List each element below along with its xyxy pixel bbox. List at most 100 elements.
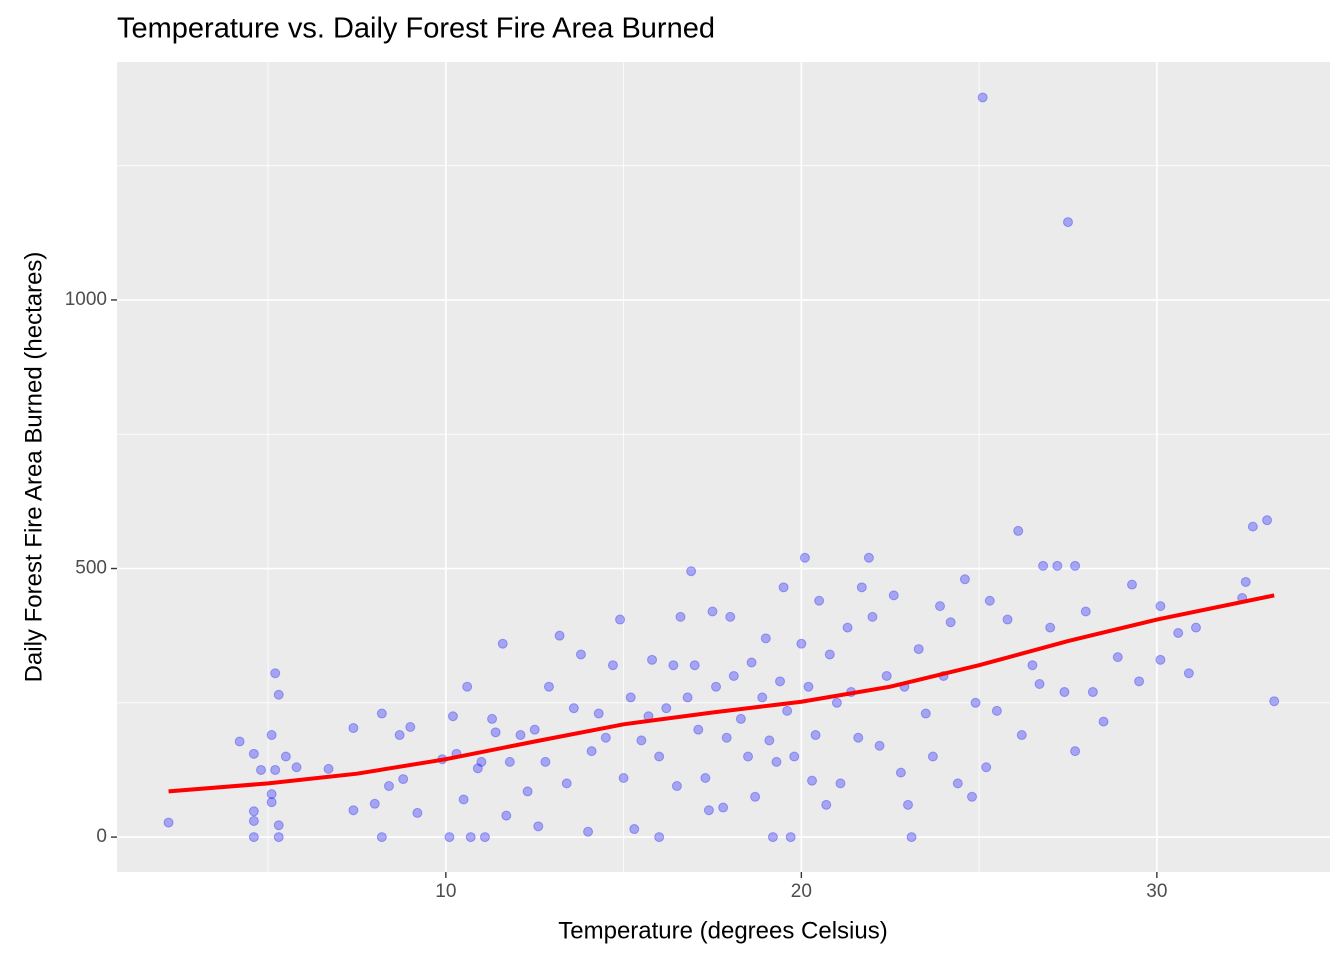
point: [504, 756, 515, 767]
point: [913, 644, 924, 655]
point: [1062, 217, 1073, 228]
point: [814, 595, 825, 606]
point: [1087, 687, 1098, 698]
point: [398, 774, 409, 785]
point: [856, 582, 867, 593]
point: [266, 730, 277, 741]
point: [273, 689, 284, 700]
point: [490, 727, 501, 738]
point: [1112, 652, 1123, 663]
point: [1080, 606, 1091, 617]
point: [248, 815, 259, 826]
point: [711, 681, 722, 692]
point: [625, 692, 636, 703]
point: [895, 767, 906, 778]
point: [874, 740, 885, 751]
point: [412, 807, 423, 818]
point: [1155, 601, 1166, 612]
point: [881, 670, 892, 681]
point: [458, 794, 469, 805]
point: [1134, 676, 1145, 687]
point: [1002, 614, 1013, 625]
point: [831, 697, 842, 708]
point: [764, 735, 775, 746]
point: [728, 670, 739, 681]
point: [903, 799, 914, 810]
point: [799, 552, 810, 563]
point: [465, 832, 476, 843]
point: [266, 797, 277, 808]
point: [959, 574, 970, 585]
point: [405, 721, 416, 732]
point: [735, 713, 746, 724]
point: [888, 590, 899, 601]
point: [515, 730, 526, 741]
y-tick-label: 1000: [65, 289, 107, 310]
point: [981, 762, 992, 773]
point: [487, 713, 498, 724]
point: [533, 821, 544, 832]
x-tick-label: 30: [1146, 881, 1167, 902]
point: [810, 730, 821, 741]
point: [462, 681, 473, 692]
point: [348, 723, 359, 734]
point: [501, 810, 512, 821]
point: [447, 711, 458, 722]
point: [593, 708, 604, 719]
point: [248, 832, 259, 843]
point: [700, 773, 711, 784]
point: [693, 724, 704, 735]
point: [789, 751, 800, 762]
point: [629, 824, 640, 835]
point: [273, 820, 284, 831]
point: [853, 732, 864, 743]
point: [842, 622, 853, 633]
point: [586, 746, 597, 757]
point: [927, 751, 938, 762]
point: [991, 705, 1002, 716]
point: [725, 611, 736, 622]
point: [540, 756, 551, 767]
point: [906, 832, 917, 843]
point: [234, 736, 245, 747]
point: [615, 614, 626, 625]
point: [835, 778, 846, 789]
point: [1016, 730, 1027, 741]
point: [675, 611, 686, 622]
point: [785, 832, 796, 843]
point: [707, 606, 718, 617]
point: [273, 832, 284, 843]
point: [248, 748, 259, 759]
point: [703, 805, 714, 816]
point: [583, 826, 594, 837]
point: [568, 703, 579, 714]
point: [746, 657, 757, 668]
point: [1013, 525, 1024, 536]
point: [266, 789, 277, 800]
point: [775, 676, 786, 687]
point: [760, 633, 771, 644]
point: [163, 817, 174, 828]
point: [686, 566, 697, 577]
point: [1173, 627, 1184, 638]
x-tick-label: 20: [791, 881, 812, 902]
y-tick-label: 0: [96, 826, 107, 847]
point: [1052, 560, 1063, 571]
point: [1070, 560, 1081, 571]
point: [383, 781, 394, 792]
point: [1269, 696, 1280, 707]
point: [778, 582, 789, 593]
point: [1190, 622, 1201, 633]
point: [689, 660, 700, 671]
point: [867, 611, 878, 622]
point: [280, 751, 291, 762]
point: [1027, 660, 1038, 671]
point: [1126, 579, 1137, 590]
point: [255, 764, 266, 775]
y-tick-label: 500: [75, 558, 107, 579]
point: [671, 781, 682, 792]
point: [984, 595, 995, 606]
point: [270, 764, 281, 775]
point: [967, 791, 978, 802]
point: [376, 708, 387, 719]
